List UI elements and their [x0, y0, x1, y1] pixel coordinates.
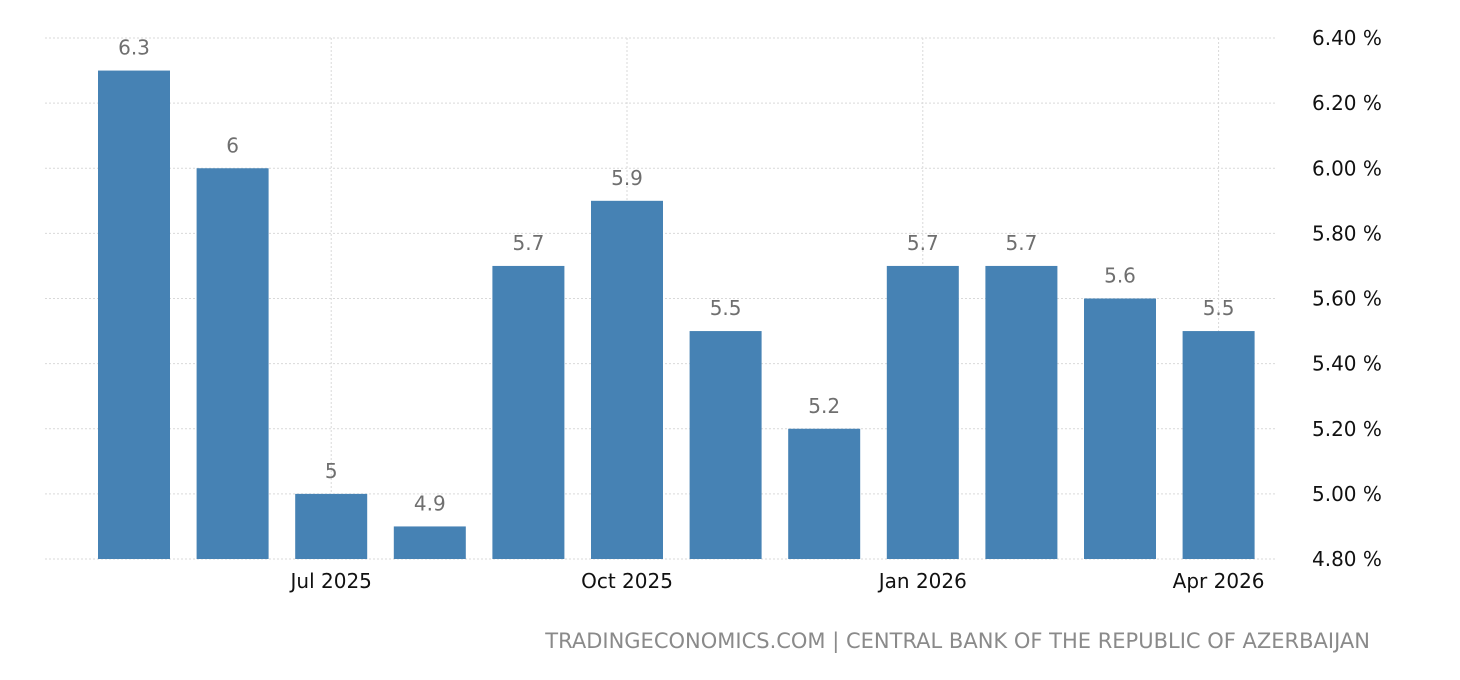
data-label: 6.3: [118, 36, 150, 60]
y-tick-label: 4.80 %: [1312, 547, 1382, 571]
bar: [1084, 298, 1156, 559]
bar: [886, 265, 959, 559]
x-tick-label: Jan 2026: [877, 569, 967, 593]
data-labels: 6.3 6 5 4.9 5.7 5.9 5.5 5.2 5.7 5.7 5.6 5.5: [118, 36, 1234, 516]
y-tick-label: 5.40 %: [1312, 352, 1382, 376]
x-axis: Jul 2025 Oct 2025 Jan 2026 Apr 2026: [289, 569, 1265, 593]
bar: [393, 526, 466, 559]
y-axis: 4.80 % 5.00 % 5.20 % 5.40 % 5.60 % 5.80 % 6.00…: [1312, 26, 1382, 571]
bar: [492, 265, 565, 559]
x-tick-label: Oct 2025: [581, 569, 673, 593]
data-label: 5.5: [710, 296, 742, 320]
y-tick-label: 6.00 %: [1312, 156, 1382, 180]
data-label: 5.7: [907, 231, 939, 255]
bar: [788, 428, 861, 559]
data-label: 4.9: [414, 491, 446, 515]
y-tick-label: 5.60 %: [1312, 287, 1382, 311]
x-tick-label: Apr 2026: [1173, 569, 1265, 593]
bars: [98, 70, 1255, 559]
bar: [196, 168, 269, 559]
data-label: 5.7: [512, 231, 544, 255]
data-label: 5.6: [1104, 264, 1136, 288]
bar: [98, 70, 170, 559]
source-attribution: TRADINGECONOMICS.COM | CENTRAL BANK OF T…: [545, 629, 1370, 653]
data-label: 5.9: [611, 166, 643, 190]
y-tick-label: 5.00 %: [1312, 482, 1382, 506]
bar: [1182, 331, 1255, 559]
data-label: 5.2: [808, 394, 840, 418]
y-tick-label: 6.40 %: [1312, 26, 1382, 50]
data-label: 6: [226, 133, 239, 157]
x-tick-label: Jul 2025: [289, 569, 372, 593]
data-label: 5: [325, 459, 338, 483]
bar: [985, 265, 1058, 559]
data-label: 5.5: [1203, 296, 1235, 320]
y-tick-label: 5.80 %: [1312, 221, 1382, 245]
bar: [591, 200, 663, 559]
y-tick-label: 5.20 %: [1312, 417, 1382, 441]
bar: [295, 493, 368, 559]
bar: [689, 331, 762, 559]
y-tick-label: 6.20 %: [1312, 91, 1382, 115]
data-label: 5.7: [1005, 231, 1037, 255]
